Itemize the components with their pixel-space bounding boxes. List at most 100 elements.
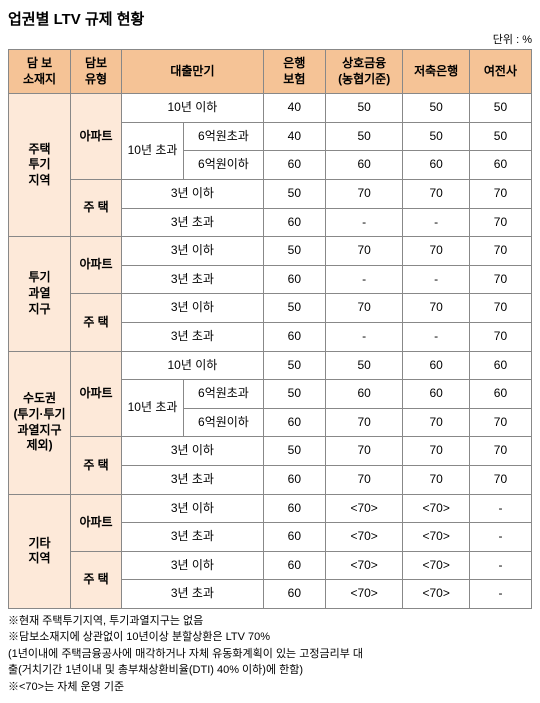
cell: 70: [469, 465, 531, 494]
cell: <70>: [403, 551, 469, 580]
cell: 70: [325, 179, 403, 208]
cell: 70: [403, 437, 469, 466]
cell: 50: [403, 94, 469, 123]
cell: 60: [263, 465, 325, 494]
th-mutual: 상호금융(농협기준): [325, 50, 403, 94]
cell: 50: [403, 122, 469, 151]
type-apt: 아파트: [71, 351, 122, 437]
term: 10년 초과: [122, 122, 184, 179]
type-house: 주 택: [71, 437, 122, 494]
cell: 70: [469, 208, 531, 237]
cell: 70: [469, 294, 531, 323]
cell: 60: [263, 408, 325, 437]
type-house: 주 택: [71, 294, 122, 351]
cell: 70: [469, 179, 531, 208]
note-line: 출(거치기간 1년이내 및 총부채상환비율(DTI) 40% 이하)에 한함): [8, 662, 532, 679]
th-yj: 여전사: [469, 50, 531, 94]
cell: 50: [263, 179, 325, 208]
note-line: ※현재 주택투기지역, 투기과열지구는 없음: [8, 613, 532, 630]
cell: 60: [263, 265, 325, 294]
cell: 70: [469, 408, 531, 437]
cell: 40: [263, 94, 325, 123]
term: 3년 초과: [122, 265, 264, 294]
note-line: (1년이내에 주택금융공사에 매각하거나 자체 유동화계획이 있는 고정금리부 …: [8, 646, 532, 663]
cell: -: [469, 580, 531, 609]
cell: 70: [469, 437, 531, 466]
cell: 70: [403, 294, 469, 323]
cell: 60: [325, 380, 403, 409]
cell: <70>: [325, 580, 403, 609]
notes: ※현재 주택투기지역, 투기과열지구는 없음 ※담보소재지에 상관없이 10년이…: [8, 613, 532, 696]
price: 6억원초과: [184, 380, 264, 409]
cell: -: [325, 208, 403, 237]
term: 3년 이하: [122, 494, 264, 523]
th-loc: 담 보소재지: [9, 50, 71, 94]
term: 3년 초과: [122, 580, 264, 609]
cell: -: [403, 208, 469, 237]
region-2: 투기과열지구: [9, 237, 71, 351]
cell: 70: [469, 265, 531, 294]
cell: 60: [263, 494, 325, 523]
cell: 40: [263, 122, 325, 151]
term: 3년 이하: [122, 437, 264, 466]
cell: 70: [403, 465, 469, 494]
cell: 70: [403, 408, 469, 437]
cell: <70>: [325, 551, 403, 580]
price: 6억원이하: [184, 151, 264, 180]
term: 3년 이하: [122, 551, 264, 580]
cell: 50: [263, 237, 325, 266]
cell: 60: [263, 551, 325, 580]
cell: -: [403, 322, 469, 351]
term: 3년 초과: [122, 322, 264, 351]
type-house: 주 택: [71, 551, 122, 608]
term: 10년 이하: [122, 351, 264, 380]
cell: 50: [469, 122, 531, 151]
term: 3년 이하: [122, 179, 264, 208]
unit-label: 단위 : %: [8, 31, 532, 47]
cell: <70>: [403, 523, 469, 552]
cell: -: [469, 494, 531, 523]
note-line: ※<70>는 자체 운영 기준: [8, 679, 532, 696]
th-bank: 은행보험: [263, 50, 325, 94]
price: 6억원이하: [184, 408, 264, 437]
cell: 60: [403, 351, 469, 380]
cell: 60: [263, 580, 325, 609]
th-term: 대출만기: [122, 50, 264, 94]
term: 10년 초과: [122, 380, 184, 437]
cell: 70: [469, 322, 531, 351]
term: 3년 이하: [122, 294, 264, 323]
cell: 50: [263, 437, 325, 466]
term: 3년 초과: [122, 465, 264, 494]
cell: -: [325, 322, 403, 351]
ltv-table: 담 보소재지 담보유형 대출만기 은행보험 상호금융(농협기준) 저축은행 여전…: [8, 49, 532, 609]
cell: 50: [325, 122, 403, 151]
region-4: 기타지역: [9, 494, 71, 608]
th-savings: 저축은행: [403, 50, 469, 94]
cell: -: [403, 265, 469, 294]
region-3: 수도권(투기·투기과열지구제외): [9, 351, 71, 494]
cell: <70>: [403, 494, 469, 523]
region-1: 주택투기지역: [9, 94, 71, 237]
cell: 60: [403, 380, 469, 409]
cell: 60: [403, 151, 469, 180]
cell: -: [325, 265, 403, 294]
cell: 70: [325, 408, 403, 437]
cell: <70>: [325, 523, 403, 552]
type-apt: 아파트: [71, 237, 122, 294]
cell: -: [469, 523, 531, 552]
page-title: 업권별 LTV 규제 현황: [8, 8, 532, 29]
cell: 70: [403, 179, 469, 208]
cell: 70: [325, 294, 403, 323]
term: 3년 이하: [122, 237, 264, 266]
price: 6억원초과: [184, 122, 264, 151]
cell: 50: [325, 351, 403, 380]
cell: 60: [263, 208, 325, 237]
cell: 70: [469, 237, 531, 266]
cell: 50: [469, 94, 531, 123]
cell: 60: [469, 380, 531, 409]
cell: 50: [325, 94, 403, 123]
cell: <70>: [325, 494, 403, 523]
term: 3년 초과: [122, 523, 264, 552]
cell: 50: [263, 351, 325, 380]
cell: 50: [263, 380, 325, 409]
